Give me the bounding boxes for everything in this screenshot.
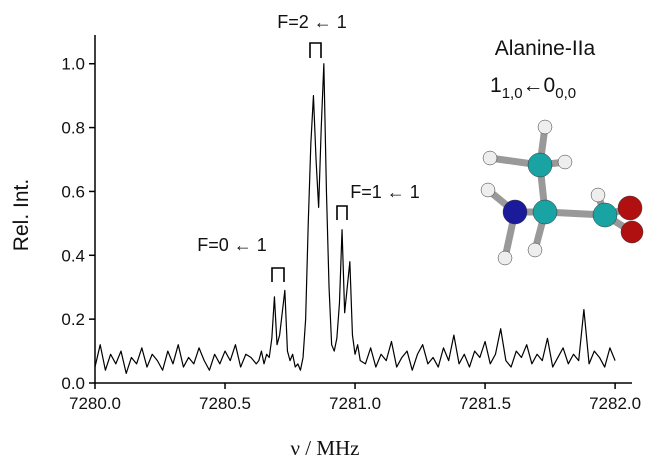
bracket xyxy=(337,206,347,220)
transition-label: 11,0←00,0 xyxy=(490,74,576,102)
annotation: F=2 ← 1 xyxy=(277,12,347,32)
molecule-name: Alanine-IIa xyxy=(495,37,596,60)
bracket xyxy=(310,43,321,58)
transition-part: ←0 xyxy=(523,74,556,97)
chart: Rel. Int. ν / MHz F=2 ← 1 F=1 ← 1 F=0 ← … xyxy=(0,0,650,464)
y-tick-label: 0.0 xyxy=(61,374,85,393)
x-tick-label: 7280.5 xyxy=(199,394,251,413)
transition-part: 1,0 xyxy=(502,85,523,102)
x-tick-label: 7280.0 xyxy=(69,394,121,413)
molecule xyxy=(488,127,632,258)
x-tick-label: 7281.0 xyxy=(329,394,381,413)
x-tick-label: 7282.0 xyxy=(589,394,641,413)
y-tick-label: 0.2 xyxy=(61,310,85,329)
annotation: F=0 ← 1 xyxy=(197,235,267,255)
transition-part: 1 xyxy=(490,74,502,97)
y-axis-label: Rel. Int. xyxy=(10,179,33,251)
y-tick-label: 0.4 xyxy=(61,246,85,265)
y-tick-label: 0.8 xyxy=(61,119,85,138)
transition-part: 0,0 xyxy=(555,85,576,102)
x-tick-label: 7281.5 xyxy=(459,394,511,413)
bracket xyxy=(272,268,284,282)
y-tick-label: 0.6 xyxy=(61,182,85,201)
y-tick-label: 1.0 xyxy=(61,55,85,74)
x-axis-label: ν / MHz xyxy=(291,436,360,460)
annotation: F=1 ← 1 xyxy=(350,182,420,202)
